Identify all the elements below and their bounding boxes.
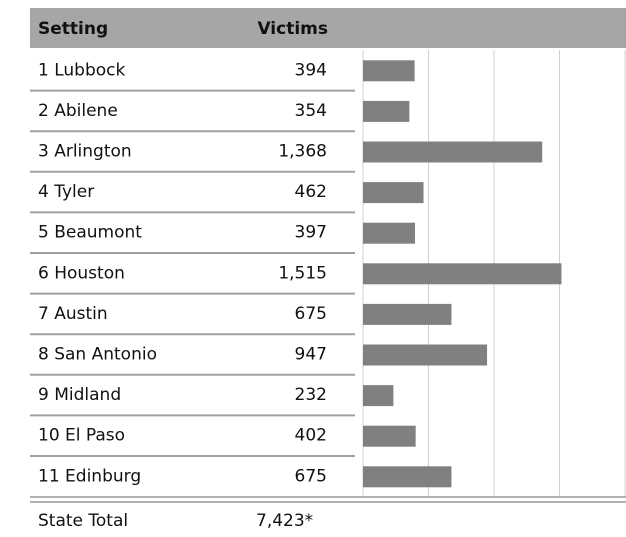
- header-background: [30, 8, 626, 48]
- row-label: 10 El Paso: [38, 426, 125, 446]
- row-value: 394: [295, 60, 327, 80]
- row-label: 2 Abilene: [38, 101, 118, 121]
- bar: [363, 60, 415, 82]
- bar: [363, 263, 562, 285]
- row-value: 354: [295, 101, 327, 121]
- bar: [363, 100, 410, 122]
- row-label: 4 Tyler: [38, 182, 94, 202]
- row-value: 675: [295, 304, 327, 324]
- column-header: Victims: [257, 19, 328, 39]
- row-label: 7 Austin: [38, 304, 108, 324]
- bar: [363, 141, 543, 163]
- row-label: 1 Lubbock: [38, 60, 125, 80]
- bar: [363, 466, 452, 488]
- row-label: 8 San Antonio: [38, 345, 157, 365]
- column-header: Setting: [38, 19, 108, 39]
- row-value: 947: [295, 345, 327, 365]
- bar: [363, 344, 488, 366]
- row-label: 6 Houston: [38, 263, 125, 283]
- row-value: 1,368: [278, 142, 327, 162]
- bar: [363, 385, 394, 407]
- row-value: 397: [295, 223, 327, 243]
- row-label: 3 Arlington: [38, 142, 132, 162]
- row-value: 1,515: [278, 263, 327, 283]
- bar: [363, 222, 416, 244]
- bar: [363, 425, 416, 447]
- bar: [363, 303, 452, 325]
- row-value: 402: [295, 426, 327, 446]
- row-value: 675: [295, 466, 327, 486]
- bar: [363, 182, 424, 204]
- row-label: 11 Edinburg: [38, 466, 141, 486]
- row-value: 232: [295, 385, 327, 405]
- total-value: 7,423*: [256, 511, 313, 531]
- total-name: State Total: [38, 511, 128, 531]
- row-value: 462: [295, 182, 327, 202]
- row-label: 5 Beaumont: [38, 223, 142, 243]
- row-label: 9 Midland: [38, 385, 121, 405]
